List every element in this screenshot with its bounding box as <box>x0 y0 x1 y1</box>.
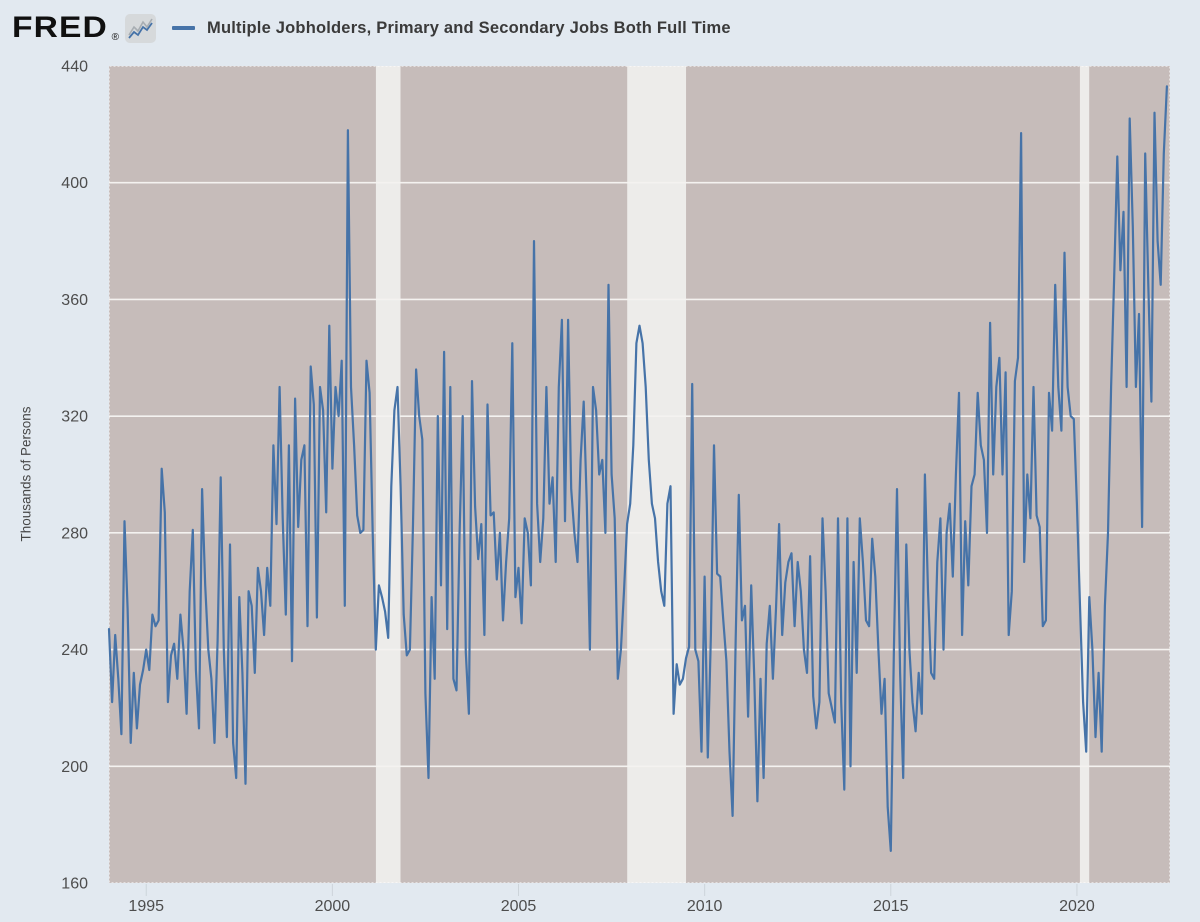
legend-line-swatch <box>172 26 196 30</box>
recession-band <box>375 66 401 883</box>
registered-mark-icon: ® <box>111 32 120 43</box>
data-line <box>107 85 1168 852</box>
recession-band <box>627 66 687 883</box>
y-tick-label: 240 <box>61 642 88 659</box>
y-tick-label: 320 <box>61 409 88 426</box>
series-legend: Multiple Jobholders, Primary and Seconda… <box>172 19 731 38</box>
fred-logo[interactable]: FRED ® <box>12 13 119 43</box>
legend-label: Multiple Jobholders, Primary and Seconda… <box>207 18 731 37</box>
chart-header: FRED ® Multiple Jobholders, Primary and … <box>12 8 731 48</box>
recession-band <box>1079 66 1090 883</box>
fred-logo-text: FRED <box>12 11 108 44</box>
plot-border <box>109 66 1170 883</box>
sparkline-icon <box>125 13 157 43</box>
y-tick-label: 440 <box>61 59 88 76</box>
x-tick-label: 2010 <box>687 898 723 915</box>
y-tick-label: 200 <box>61 759 88 776</box>
y-tick-label: 400 <box>61 175 88 192</box>
y-tick-label: 360 <box>61 292 88 309</box>
x-tick-label: 1995 <box>128 898 164 915</box>
x-tick-label: 2000 <box>315 898 351 915</box>
y-tick-label: 280 <box>61 525 88 542</box>
x-tick-label: 2005 <box>501 898 537 915</box>
x-tick-label: 2015 <box>873 898 909 915</box>
y-tick-label: 160 <box>61 876 88 893</box>
x-tick-label: 2020 <box>1059 898 1095 915</box>
